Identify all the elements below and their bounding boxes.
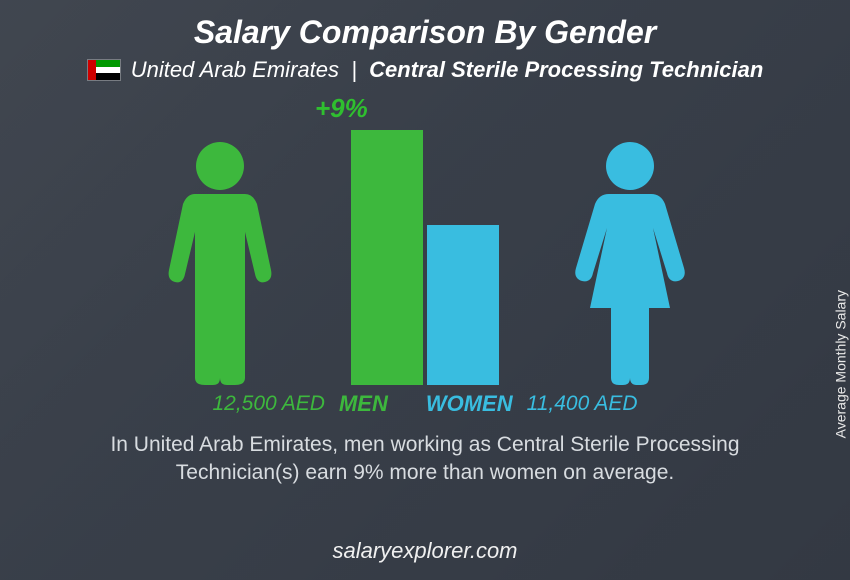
footer-source: salaryexplorer.com (0, 538, 850, 564)
flag-stripe-white (96, 67, 120, 74)
women-salary: 11,400 AED (527, 392, 638, 416)
man-icon (155, 140, 285, 385)
separator: | (351, 57, 357, 82)
percent-difference-label: +9% (315, 93, 368, 124)
description-text: In United Arab Emirates, men working as … (0, 423, 850, 488)
uae-flag-icon (87, 59, 121, 81)
flag-stripe-green (96, 60, 120, 67)
chart-area: +9% 12,500 AED MEN WOMEN 11,400 AED (0, 93, 850, 423)
page-title: Salary Comparison By Gender (0, 0, 850, 51)
flag-stripe-black (96, 73, 120, 80)
subtitle-text: United Arab Emirates | Central Sterile P… (131, 57, 764, 83)
men-salary: 12,500 AED (212, 392, 324, 416)
flag-red-band (88, 60, 96, 80)
flag-stripes (96, 60, 120, 80)
women-label: WOMEN (426, 391, 513, 417)
labels-row: 12,500 AED MEN WOMEN 11,400 AED (212, 391, 637, 417)
y-axis-label: Average Monthly Salary (832, 290, 848, 438)
job-title: Central Sterile Processing Technician (369, 57, 763, 82)
country-name: United Arab Emirates (131, 57, 339, 82)
men-bar (351, 130, 423, 385)
woman-icon (565, 140, 695, 385)
men-label: MEN (339, 391, 388, 417)
women-bar (427, 225, 499, 385)
bar-group (351, 130, 499, 385)
subtitle-row: United Arab Emirates | Central Sterile P… (0, 57, 850, 83)
